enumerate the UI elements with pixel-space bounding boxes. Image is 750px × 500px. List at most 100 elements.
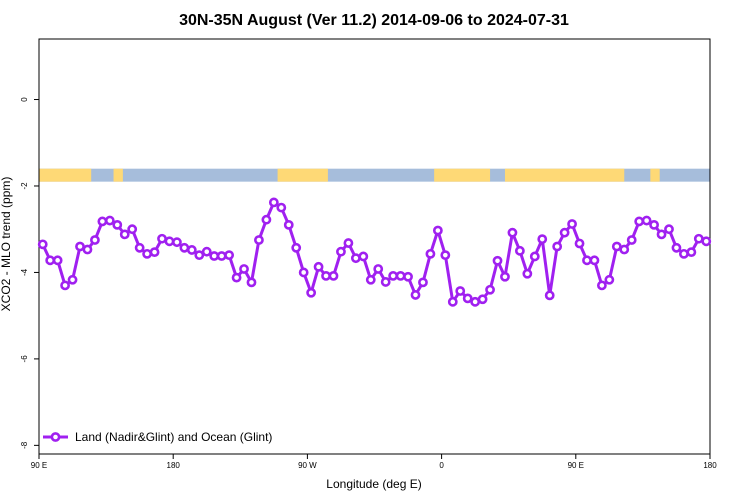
data-point [380,277,391,287]
data-point [164,236,175,247]
data-point [492,255,503,266]
data-point [119,229,130,240]
chart-title: 30N-35N August (Ver 11.2) 2014-09-06 to … [179,12,569,29]
x-tick-label: 0 [439,461,444,470]
land-segment [434,168,491,182]
data-point [574,238,585,249]
land-segment [650,168,660,182]
data-point [604,274,615,285]
data-point [455,286,466,296]
data-point [418,277,428,288]
data-point [686,247,697,258]
data-point [425,248,436,259]
data-point [350,253,361,264]
data-point [60,280,70,291]
y-tick-label: -2 [20,182,29,190]
data-point [97,216,108,227]
data-point [567,219,577,229]
data-point [395,270,406,281]
land-segment [113,168,123,182]
data-point [149,247,160,258]
land-segment [39,168,92,182]
series-layer [37,197,712,307]
y-tick-label: -6 [20,355,29,363]
series-line [41,200,707,304]
y-tick-label: 0 [20,97,29,102]
x-tick-label: 90 E [568,461,584,470]
data-point [276,202,287,213]
data-point [649,219,659,230]
data-point [403,271,413,282]
x-tick-label: 180 [703,461,717,470]
data-point [201,246,212,257]
data-point [45,255,56,266]
data-point [254,235,264,245]
data-point [291,242,302,253]
data-point [313,261,324,272]
y-tick-label: -8 [20,441,29,449]
data-point [186,245,197,255]
data-point [194,250,205,261]
axes: 90 E 180 90 W 0 90 E 180 0 -2 -4 -6 -8 [20,38,717,470]
data-point [544,290,555,301]
data-point [701,236,712,247]
legend-label: Land (Nadir&Glint) and Ocean (Glint) [75,430,272,444]
data-point [90,235,100,245]
data-point [172,237,182,248]
data-point [462,293,473,304]
data-point [559,227,570,238]
data-point [157,233,167,244]
data-point [485,284,495,295]
x-tick-label: 90 E [31,461,47,470]
data-point [328,270,339,281]
data-point [134,242,145,253]
data-point [626,235,637,245]
y-tick-label: -4 [20,268,29,276]
data-point [82,244,93,255]
data-point [216,251,227,261]
data-point [67,274,78,285]
data-point [500,271,510,282]
legend-marker [50,432,61,442]
data-point [373,264,384,274]
land-segment [504,168,625,182]
data-point [268,197,279,208]
data-point [365,274,376,285]
data-point [582,255,592,266]
legend: Land (Nadir&Glint) and Ocean (Glint) [43,430,272,444]
data-point [611,241,622,252]
data-point [37,239,48,250]
data-point [283,219,294,230]
data-point [410,290,421,300]
data-point [388,270,399,281]
data-point [231,272,242,283]
data-point [656,229,667,240]
data-point [679,248,689,259]
data-point [589,255,600,266]
x-tick-label: 180 [167,461,181,470]
data-point [306,287,317,298]
data-point [52,255,63,266]
data-point [507,227,518,238]
data-point [552,241,563,252]
data-point [104,215,115,226]
data-point [239,264,249,274]
data-point [693,233,704,244]
data-point [470,296,481,307]
land-ocean-band [39,168,710,182]
data-point [179,242,190,253]
x-axis-label: Longitude (deg E) [326,477,421,491]
data-point [596,280,607,291]
data-point [619,244,630,255]
data-point [358,251,369,262]
x-tick-label: 90 W [298,461,317,470]
data-point [477,294,488,305]
data-point [440,250,451,261]
land-segment [277,168,328,182]
data-point [321,270,331,281]
data-point [514,245,525,256]
data-point [127,224,138,235]
data-point [537,234,548,245]
data-point [142,248,153,259]
